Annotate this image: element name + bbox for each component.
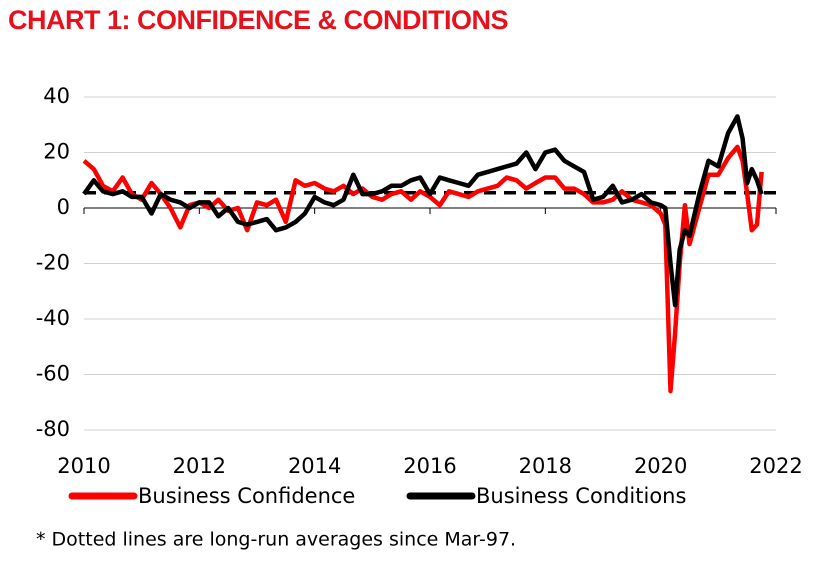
legend-label: Business Conditions xyxy=(476,484,686,508)
series-line xyxy=(82,144,764,394)
legend-label: Business Confidence xyxy=(138,484,355,508)
y-tick-label: -80 xyxy=(36,417,70,441)
footnote: * Dotted lines are long-run averages sin… xyxy=(36,529,516,551)
y-tick-label: -60 xyxy=(36,362,70,386)
y-tick-label: -20 xyxy=(36,251,70,275)
y-tick-label: 40 xyxy=(43,84,70,108)
x-tick-label: 2016 xyxy=(403,454,456,478)
chart-title: CHART 1: CONFIDENCE & CONDITIONS xyxy=(8,5,508,35)
x-tick-label: 2014 xyxy=(288,454,341,478)
x-tick-label: 2020 xyxy=(634,454,687,478)
y-tick-label: 20 xyxy=(43,140,70,164)
x-tick-label: 2012 xyxy=(173,454,226,478)
y-tick-label: 0 xyxy=(57,195,70,219)
x-tick-label: 2018 xyxy=(519,454,572,478)
y-tick-label: -40 xyxy=(36,306,70,330)
x-tick-label: 2010 xyxy=(57,454,110,478)
series-line xyxy=(82,114,764,308)
x-tick-label: 2022 xyxy=(749,454,802,478)
